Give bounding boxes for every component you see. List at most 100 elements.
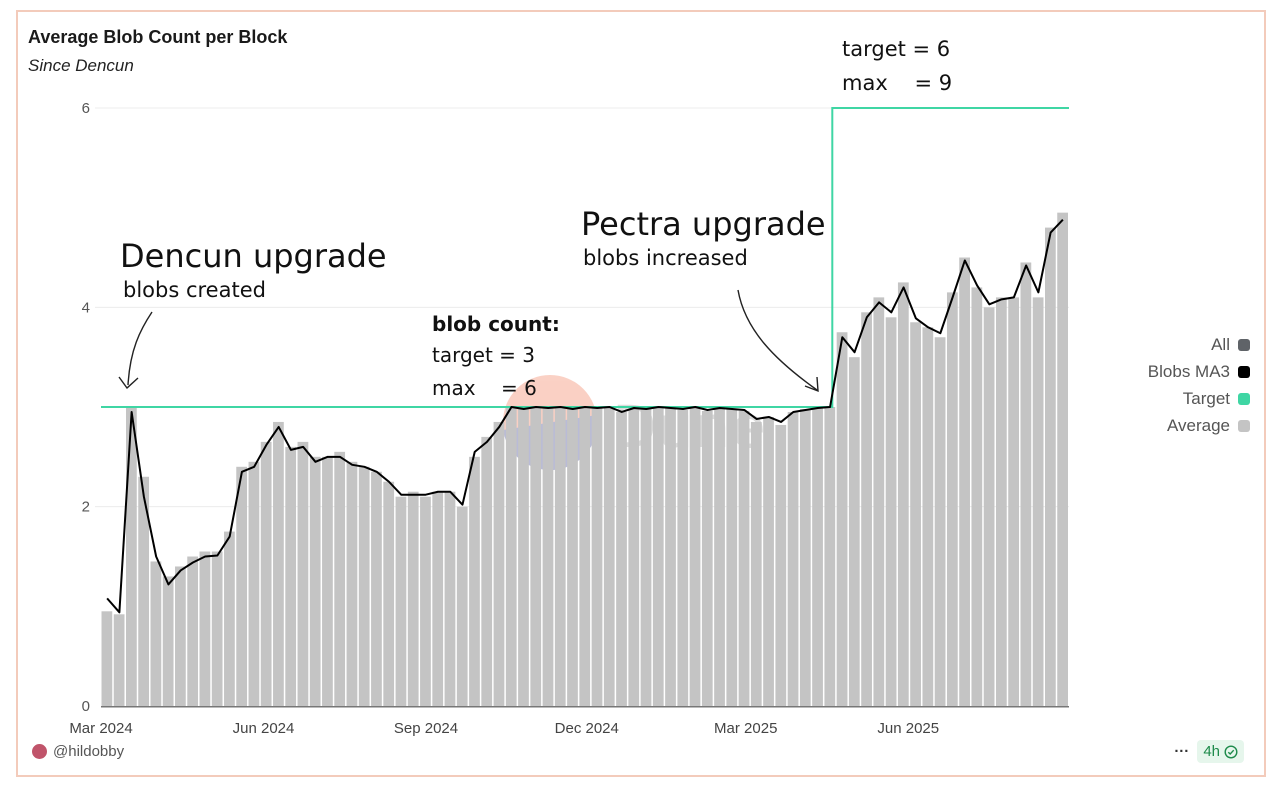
average-bar xyxy=(1032,297,1044,706)
average-bar xyxy=(689,407,701,706)
annotation-blob-count-target: target = 3 xyxy=(432,343,536,367)
average-bar xyxy=(775,424,787,706)
average-bar xyxy=(591,407,603,706)
average-bar xyxy=(616,411,627,706)
legend-label: Target xyxy=(1182,388,1230,408)
average-bar xyxy=(824,407,836,706)
pectra-arrow-icon xyxy=(737,289,819,393)
blobs-ma3-line xyxy=(106,218,1064,614)
average-bar xyxy=(236,466,248,706)
x-tick-label: Dec 2024 xyxy=(555,720,619,737)
average-bar xyxy=(1008,297,1019,706)
legend-label: All xyxy=(1211,334,1230,354)
y-tick-label: 2 xyxy=(82,499,90,516)
average-bar xyxy=(420,496,431,706)
average-bar xyxy=(873,297,885,706)
average-bar xyxy=(297,441,309,706)
average-bar xyxy=(628,407,640,706)
legend-swatch xyxy=(1238,392,1250,405)
y-tick-label: 6 xyxy=(82,100,90,117)
legend-label: Average xyxy=(1166,415,1230,435)
author-name: @hildobby xyxy=(53,743,125,760)
average-bar xyxy=(1020,262,1032,706)
average-bar xyxy=(432,491,444,706)
annotation-pectra-sub: blobs increased xyxy=(583,246,748,270)
average-bar xyxy=(187,556,199,706)
average-bar xyxy=(812,407,823,706)
average-bar xyxy=(971,287,983,706)
average-bar xyxy=(763,416,774,706)
target-line xyxy=(101,107,1069,408)
average-bar xyxy=(260,441,272,706)
average-bar xyxy=(175,566,186,706)
annotation-pectra-title: Pectra upgrade xyxy=(581,205,826,243)
average-bar xyxy=(677,409,689,706)
chart-title: Average Blob Count per Block xyxy=(28,27,288,47)
x-tick-label: Mar 2025 xyxy=(714,720,777,737)
average-bar xyxy=(848,357,860,706)
legend-item-blobs-ma3[interactable]: Blobs MA3 xyxy=(1148,358,1250,385)
average-bar xyxy=(738,410,750,706)
average-bar xyxy=(126,407,137,706)
average-bar xyxy=(567,408,578,706)
average-bar xyxy=(934,337,946,706)
average-bar xyxy=(162,576,174,706)
average-bar xyxy=(224,531,235,706)
average-bar xyxy=(959,257,970,706)
x-tick-label: Mar 2024 xyxy=(69,720,132,737)
average-bar xyxy=(505,407,517,706)
average-bar xyxy=(518,408,529,706)
average-bar xyxy=(101,611,113,706)
average-bar xyxy=(383,481,395,706)
average-bar xyxy=(799,408,811,706)
annotation-dencun-title: Dencun upgrade xyxy=(120,237,387,275)
average-bar xyxy=(714,407,725,706)
average-bar xyxy=(395,496,407,706)
x-tick-label: Jun 2024 xyxy=(233,720,295,737)
average-bar xyxy=(554,407,566,706)
average-bar xyxy=(211,551,223,706)
dencun-arrow-icon xyxy=(118,311,153,390)
x-tick-label: Jun 2025 xyxy=(877,720,939,737)
average-bar xyxy=(309,456,321,706)
average-bar xyxy=(750,421,762,706)
average-bar xyxy=(1057,212,1068,706)
annotation-blob-count-max: max = 6 xyxy=(432,376,537,400)
average-bar xyxy=(995,297,1007,706)
more-options-button[interactable]: ··· xyxy=(1174,743,1190,760)
average-bar xyxy=(665,407,676,706)
average-bar xyxy=(493,421,505,706)
author-link[interactable]: @hildobby xyxy=(32,743,124,760)
chart-subtitle: Since Dencun xyxy=(28,56,134,75)
legend-swatch xyxy=(1238,338,1250,351)
average-bar xyxy=(456,506,468,706)
average-bar xyxy=(910,322,921,706)
average-bar xyxy=(334,451,346,706)
average-bar xyxy=(481,436,493,706)
average-bar xyxy=(726,408,738,706)
average-bar xyxy=(640,408,652,706)
average-bar xyxy=(138,476,150,706)
average-bar xyxy=(273,421,284,706)
average-bar xyxy=(983,307,995,706)
average-bar xyxy=(346,461,358,706)
legend-item-average[interactable]: Average xyxy=(1148,412,1250,439)
legend-item-all[interactable]: All xyxy=(1148,331,1250,358)
average-bar xyxy=(897,282,909,706)
refresh-age-badge[interactable]: 4h xyxy=(1197,740,1244,763)
legend-item-target[interactable]: Target xyxy=(1148,385,1250,412)
x-axis-line xyxy=(101,706,1069,708)
average-bar xyxy=(150,561,162,706)
average-bar xyxy=(113,614,125,706)
annotation-dencun-sub: blobs created xyxy=(123,278,266,302)
average-bar xyxy=(861,312,872,706)
legend-swatch xyxy=(1238,365,1250,378)
y-tick-label: 4 xyxy=(82,299,90,316)
average-bar xyxy=(946,292,958,706)
verified-check-icon xyxy=(1224,744,1238,759)
average-bar xyxy=(652,407,664,706)
average-bar xyxy=(248,461,260,706)
legend-label: Blobs MA3 xyxy=(1147,361,1230,381)
average-bar xyxy=(358,466,370,706)
average-bar xyxy=(322,456,333,706)
